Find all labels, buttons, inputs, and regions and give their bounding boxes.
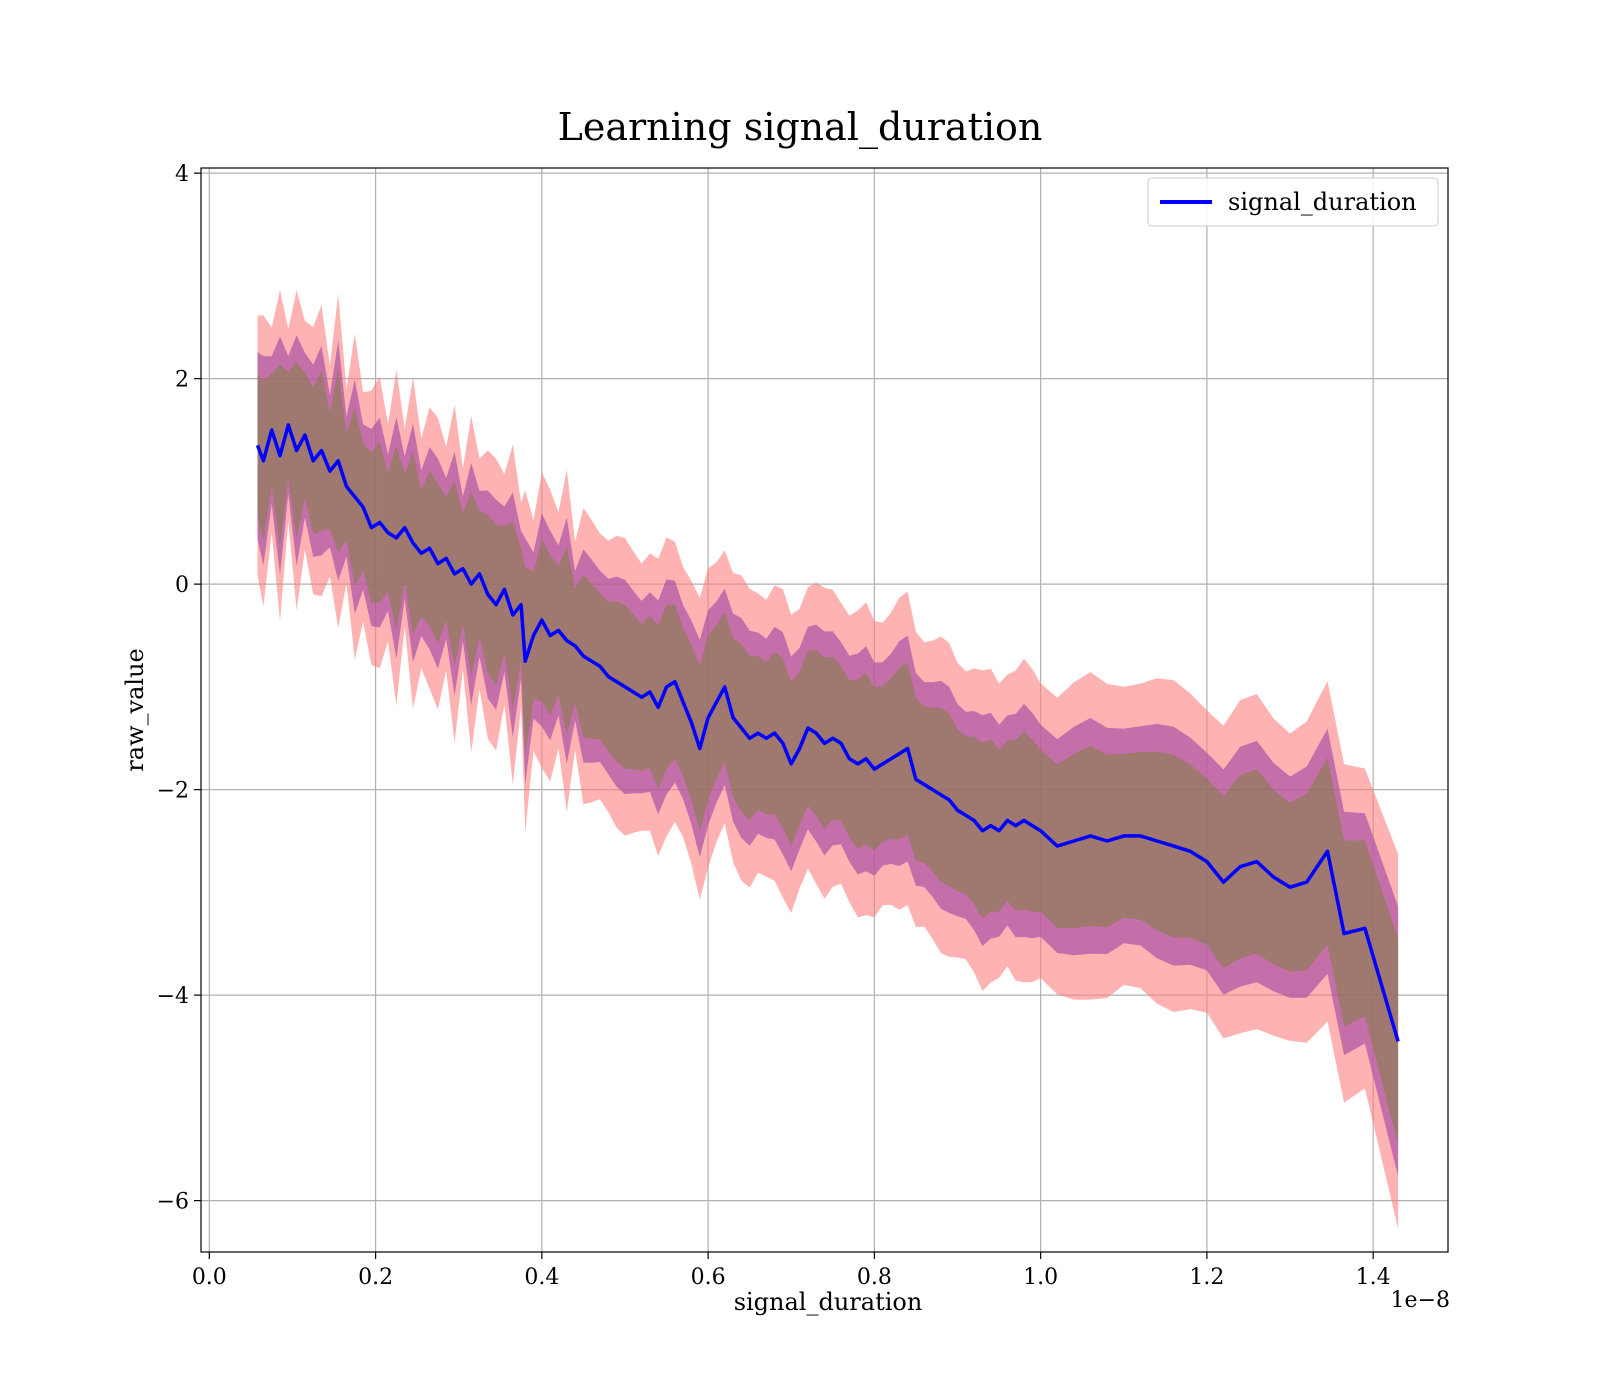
x-axis-label: signal_duration [734,1288,923,1316]
y-tick-label: −6 [157,1190,189,1215]
y-axis-ticks: −6 −4 −2 0 2 4 [157,162,201,1215]
series-lines [255,423,1400,1042]
x-axis-ticks: 0.0 0.2 0.4 0.6 0.8 1.0 1.2 1.4 [192,1252,1391,1290]
chart-title: Learning signal_duration [558,105,1043,150]
y-tick-label: 2 [175,368,189,393]
x-axis-offset-label: 1e−8 [1391,1288,1450,1313]
y-tick-label: 0 [175,573,189,598]
x-tick-label: 0.2 [358,1265,393,1290]
y-tick-label: −2 [157,779,189,804]
x-tick-label: 0.6 [691,1265,726,1290]
x-tick-label: 1.2 [1189,1265,1224,1290]
x-tick-label: 0.8 [857,1265,892,1290]
legend-box [1147,177,1439,227]
confidence-bands [257,290,1399,1229]
series-line-signal-duration [255,423,1400,1042]
legend: signal_duration [1147,177,1439,227]
y-tick-label: −4 [157,984,189,1009]
x-tick-label: 0.0 [192,1265,227,1290]
x-tick-label: 0.4 [524,1265,559,1290]
x-tick-label: 1.0 [1023,1265,1058,1290]
y-tick-label: 4 [175,162,189,187]
y-axis-label: raw_value [121,648,149,772]
plot-area [200,167,1449,1253]
legend-label: signal_duration [1228,188,1417,216]
x-tick-label: 1.4 [1356,1265,1391,1290]
plot-frame [200,167,1449,1253]
band-inner [257,362,1399,1145]
